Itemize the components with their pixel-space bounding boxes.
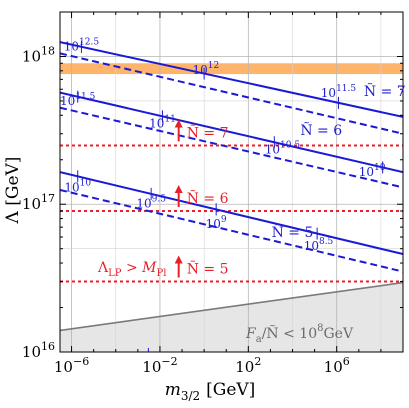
lambda-label: 108.5: [304, 237, 334, 253]
x-tick-labels: 10−6 10−2 102 106: [54, 355, 350, 376]
y-axis-title: Λ [GeV]: [3, 157, 23, 225]
region-label: Fa/Ñ < 108GeV: [245, 323, 354, 345]
y-tick-label: 1016: [22, 340, 55, 361]
series-labels: Ñ = 7 Ñ = 6 Ñ = 5: [272, 82, 406, 241]
series-lines: [60, 41, 403, 332]
threshold-label-n5: Ñ = 5: [187, 260, 229, 278]
series-line: [60, 171, 403, 256]
series-label-n7: Ñ = 7: [364, 82, 406, 100]
lambda-label: 1011: [149, 115, 176, 131]
x-tick-label: 106: [324, 355, 350, 376]
series-line: [60, 41, 403, 118]
grid: [60, 12, 403, 352]
y-tick-label: 1017: [22, 192, 55, 213]
lambda-ticks: [77, 40, 384, 352]
series-label-n5: Ñ = 5: [272, 223, 314, 241]
orange-band: [60, 63, 403, 75]
lambda-label: 1012: [193, 61, 220, 77]
plot-frame: [59, 11, 404, 353]
threshold-arrowhead: [174, 255, 183, 264]
lambda-label: 1010.5: [265, 141, 301, 157]
lambda-label: 1010: [64, 178, 91, 194]
series-line: [60, 106, 403, 189]
y-tick-labels: 1016 1017 1018: [22, 44, 55, 361]
threshold-arrowhead: [174, 119, 183, 128]
lambda-label: 109.5: [136, 195, 166, 211]
lambda-label: 1012.5: [64, 37, 100, 53]
lambda-label: 1011.5: [321, 84, 357, 100]
boundary-line: [60, 281, 403, 332]
series-line: [60, 52, 403, 135]
threshold-arrowhead: [174, 185, 183, 194]
y-tick-label: 1018: [22, 44, 55, 65]
series-line: [60, 91, 403, 174]
lambda-label: 1010: [359, 163, 386, 179]
threshold-label-n7: Ñ = 7: [187, 123, 229, 141]
series-line: [60, 188, 403, 273]
x-tick-label: 10−6: [54, 355, 89, 376]
lambda-label: 1011.5: [60, 92, 96, 108]
threshold-annotations: Ñ = 7 Ñ = 6 Ñ = 5: [174, 119, 229, 278]
threshold-label-n6: Ñ = 6: [187, 189, 229, 207]
excluded-region: [60, 282, 403, 352]
axis-ticks: [60, 11, 404, 353]
x-tick-label: 102: [235, 355, 261, 376]
x-tick-label: 10−2: [142, 355, 177, 376]
lambda-label: 109: [206, 215, 227, 231]
lp-annotation: ΛLP > MPl: [97, 260, 166, 279]
lambda-labels: 1012.5 1012 1011.5 1011.5 1011 1010.5 1010 1010…: [60, 37, 386, 253]
series-label-n6: Ñ = 6: [300, 121, 342, 139]
x-axis-title: m3/2 [GeV]: [165, 380, 256, 403]
